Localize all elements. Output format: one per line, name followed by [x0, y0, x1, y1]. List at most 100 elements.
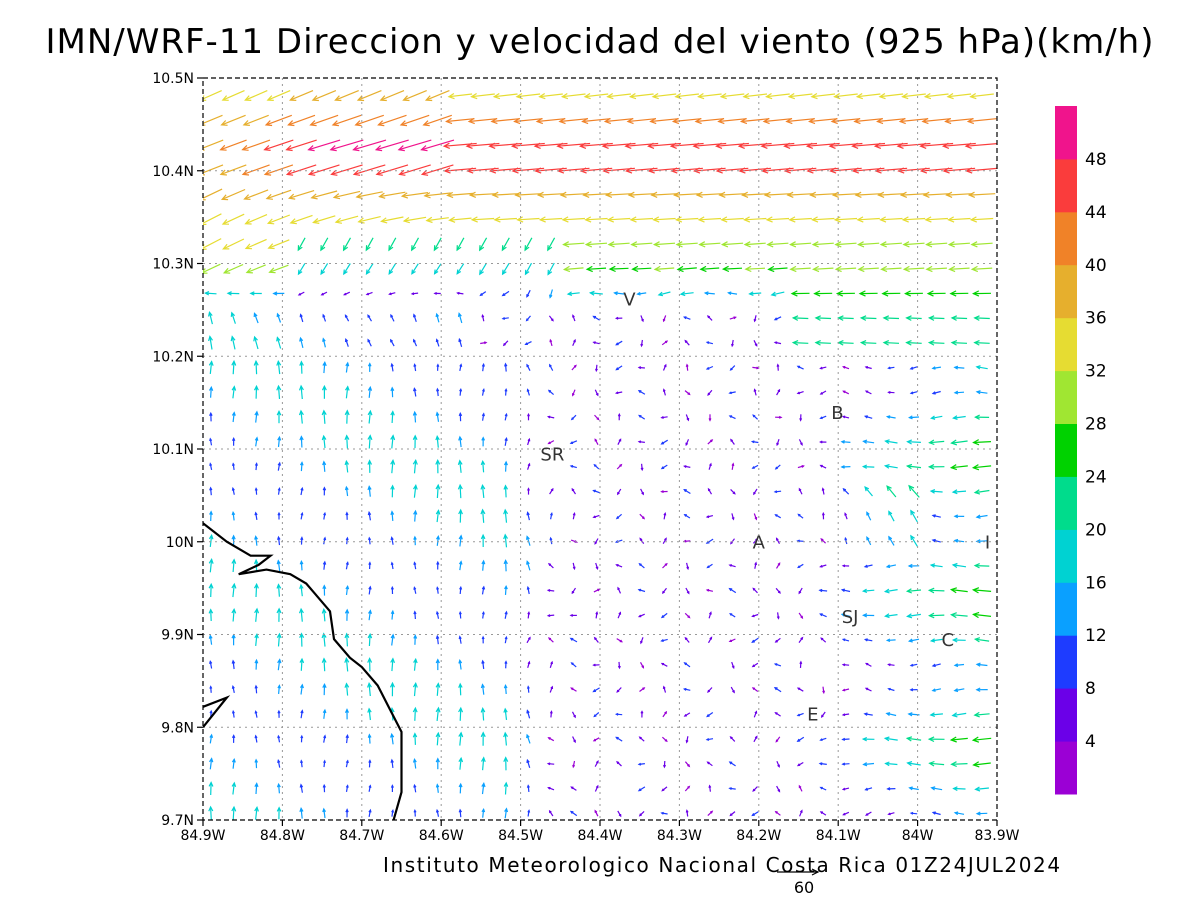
wind-arrow: [297, 263, 306, 276]
wind-arrow: [299, 807, 304, 819]
wind-arrow: [458, 560, 463, 571]
wind-arrow: [266, 90, 291, 101]
wind-arrow: [752, 414, 759, 420]
wind-arrow: [276, 336, 282, 349]
wind-arrow: [527, 660, 531, 668]
wind-arrow: [799, 660, 803, 668]
wind-arrow: [637, 440, 645, 444]
wind-arrow: [435, 338, 440, 347]
wind-arrow: [367, 632, 373, 647]
wind-arrow: [751, 464, 759, 469]
wind-arrow: [241, 139, 271, 151]
wind-arrow: [728, 564, 736, 568]
x-tick-label: 84.2W: [736, 828, 781, 844]
wind-arrow: [818, 588, 828, 593]
reference-arrow-head: [811, 868, 820, 876]
wind-arrow: [253, 384, 259, 399]
wind-arrow: [203, 164, 224, 176]
wind-arrow: [902, 241, 925, 248]
wind-arrow: [607, 241, 630, 248]
wind-arrow: [593, 463, 600, 470]
wind-arrow: [289, 90, 314, 101]
wind-arrow: [615, 513, 622, 520]
wind-arrow: [835, 290, 855, 297]
wind-arrow: [253, 582, 259, 598]
wind-arrow: [774, 637, 781, 643]
wind-arrow: [436, 387, 440, 397]
wind-arrow: [299, 683, 304, 695]
wind-arrow: [685, 809, 689, 817]
wind-arrow: [640, 315, 644, 323]
wind-arrow: [787, 92, 813, 100]
wind-arrow: [819, 737, 827, 741]
wind-arrow: [572, 736, 576, 744]
reference-vector: 60: [777, 868, 820, 897]
wind-arrow: [876, 117, 906, 125]
wind-arrow: [966, 117, 997, 125]
wind-arrow: [276, 559, 281, 571]
wind-arrow: [638, 810, 645, 817]
y-tick-label: 10N: [166, 535, 194, 551]
wind-arrow: [743, 241, 766, 248]
wind-arrow: [729, 613, 736, 618]
wind-arrow: [639, 513, 646, 520]
wind-arrow: [458, 412, 463, 422]
wind-arrow: [436, 363, 440, 371]
x-tick-label: 83.9W: [974, 828, 1019, 844]
wind-arrow: [504, 610, 508, 619]
wind-arrow: [931, 366, 941, 370]
wind-arrow: [931, 538, 941, 543]
x-tick-label: 84W: [902, 828, 934, 844]
wind-arrow: [719, 92, 745, 100]
wind-arrow: [753, 388, 757, 396]
wind-arrow: [637, 762, 645, 766]
wind-arrow: [973, 340, 990, 346]
wind-arrow: [661, 786, 668, 792]
wind-arrow: [706, 761, 713, 767]
wind-arrow: [458, 610, 462, 619]
wind-arrow: [276, 782, 281, 794]
wind-arrow: [526, 709, 531, 719]
wind-arrow: [953, 663, 965, 668]
wind-arrow: [390, 758, 394, 768]
wind-arrow: [684, 761, 691, 768]
wind-arrow: [569, 613, 577, 617]
wind-arrow: [367, 657, 373, 672]
wind-arrow: [808, 117, 838, 125]
grid-lines: [203, 78, 997, 820]
wind-arrow: [480, 731, 486, 746]
wind-arrow: [753, 315, 757, 323]
wind-arrow: [365, 237, 374, 252]
wind-arrow: [249, 291, 262, 296]
wind-arrow: [862, 613, 875, 618]
wind-arrow: [481, 412, 485, 421]
wind-arrow: [245, 264, 266, 274]
wind-arrow: [861, 464, 875, 469]
wind-arrow: [547, 440, 555, 445]
wind-arrow: [208, 360, 214, 374]
wind-arrow: [798, 439, 803, 446]
wind-arrow: [435, 435, 440, 448]
wind-arrow: [905, 588, 922, 594]
wind-arrow: [230, 311, 236, 324]
wind-arrow: [613, 291, 625, 296]
wind-arrow: [819, 415, 827, 420]
wind-arrow: [594, 538, 599, 545]
wind-arrow: [948, 265, 970, 273]
wind-arrow: [413, 313, 417, 322]
wind-arrow: [402, 216, 427, 224]
wind-arrow: [322, 486, 327, 496]
wind-arrow: [435, 459, 441, 474]
wind-arrow: [773, 490, 782, 494]
wind-arrow: [773, 686, 782, 693]
wind-arrow: [299, 435, 304, 448]
colorbar-swatch: [1055, 106, 1077, 160]
wind-arrow: [615, 736, 623, 742]
wind-arrow: [614, 712, 623, 716]
wind-arrow: [877, 191, 905, 198]
wind-arrow: [841, 564, 850, 568]
wind-arrow: [908, 484, 920, 498]
wind-arrow: [435, 312, 440, 323]
wind-arrow: [730, 538, 735, 545]
